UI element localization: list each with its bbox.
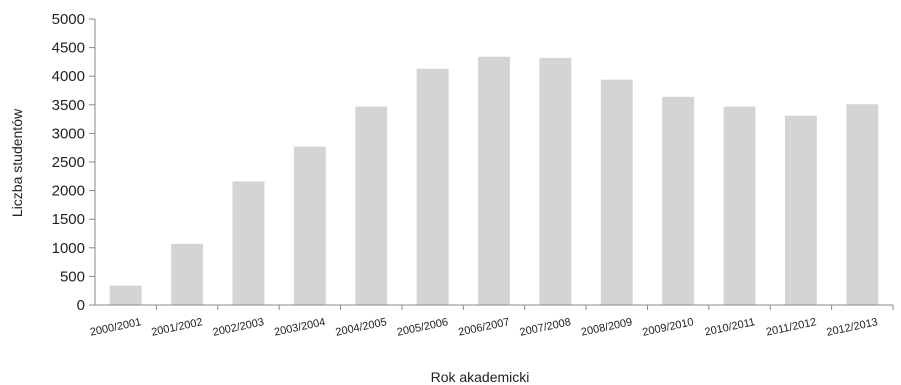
y-tick-label: 1000 [52, 240, 85, 257]
bar [478, 56, 510, 305]
y-tick-label: 3000 [52, 125, 85, 142]
y-tick-label: 2000 [52, 183, 85, 200]
y-tick-label: 3500 [52, 97, 85, 114]
y-tick-label: 4500 [52, 40, 85, 57]
y-tick-label: 2500 [52, 154, 85, 171]
y-axis-title: Liczba studentów [9, 108, 25, 217]
x-tick-label: 2001/2002 [150, 316, 203, 339]
x-tick-label: 2003/2004 [273, 316, 326, 339]
bar [846, 104, 879, 305]
bar [723, 106, 756, 306]
y-axis-ticks: 0 500 1000 1500 2000 2500 3000 3500 4000 4500 5000 [52, 11, 95, 314]
x-tick-label: 2009/2010 [641, 316, 694, 339]
y-tick-label: 5000 [52, 11, 85, 28]
x-tick-label: 2004/2005 [334, 316, 387, 339]
bar [171, 243, 204, 305]
x-tick-label: 2000/2001 [89, 316, 142, 339]
x-tick-label: 2008/2009 [580, 316, 633, 339]
bar [109, 285, 142, 305]
bar [662, 96, 695, 306]
x-axis-ticks: 2000/2001 2001/2002 2002/2003 2003/2004 2004… [89, 305, 894, 339]
bars-group [109, 56, 879, 306]
bar [539, 57, 572, 306]
x-tick-label: 2005/2006 [396, 316, 449, 339]
x-tick-label: 2011/2012 [765, 316, 818, 338]
y-tick-label: 500 [60, 268, 85, 285]
bar [232, 181, 265, 305]
y-tick-label: 4000 [52, 68, 85, 85]
bar [293, 146, 326, 305]
bar [600, 79, 633, 306]
bar [416, 68, 449, 305]
bar [355, 106, 388, 306]
x-tick-label: 2010/2011 [704, 316, 757, 338]
y-tick-label: 1500 [52, 211, 85, 228]
x-tick-label: 2012/2013 [826, 316, 879, 339]
x-axis-title: Rok akademicki [431, 369, 530, 385]
bar [784, 115, 817, 305]
x-tick-label: 2006/2007 [457, 316, 510, 339]
x-tick-label: 2002/2003 [212, 316, 265, 339]
y-tick-label: 0 [77, 297, 85, 314]
x-tick-label: 2007/2008 [519, 316, 572, 339]
